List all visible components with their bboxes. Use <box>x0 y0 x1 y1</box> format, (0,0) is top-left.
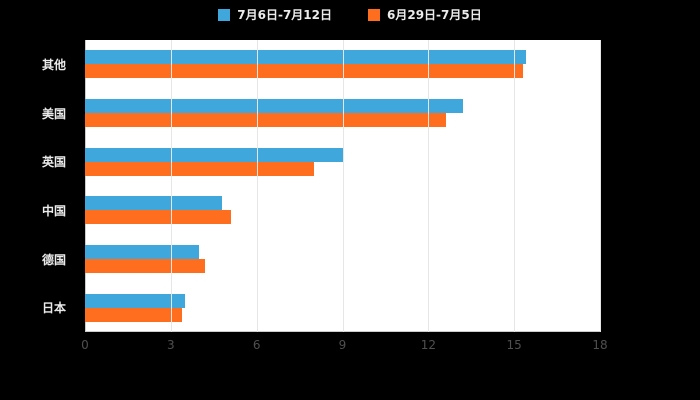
x-tick-label: 9 <box>338 338 347 352</box>
category-label: 美国 <box>42 106 67 121</box>
x-tick-label: 15 <box>506 338 522 352</box>
category-label: 日本 <box>42 301 67 316</box>
bar-group <box>85 283 600 332</box>
gridline <box>514 40 516 332</box>
bar-group <box>85 89 600 138</box>
bar-group <box>85 186 600 235</box>
bar[interactable] <box>85 293 186 308</box>
bar[interactable] <box>85 64 523 79</box>
x-tick-label: 0 <box>81 338 89 352</box>
chart-legend: 7月6日-7月12日 6月29日-7月5日 <box>0 6 700 23</box>
x-tick-label: 6 <box>252 338 261 352</box>
legend-swatch-blue-icon <box>218 8 231 21</box>
bar[interactable] <box>85 50 526 65</box>
category-axis: 其他美国英国中国德国日本 <box>0 40 84 332</box>
legend-item-week2[interactable]: 6月29日-7月5日 <box>368 6 482 23</box>
legend-label-week2: 6月29日-7月5日 <box>387 8 482 22</box>
category-label: 英国 <box>42 155 67 170</box>
legend-swatch-orange-icon <box>368 8 380 21</box>
gridline <box>256 40 258 332</box>
x-axis: 0 3 6 9 12 15 18 <box>81 338 607 354</box>
legend-label-week1: 7月6日-7月12日 <box>237 8 332 22</box>
x-tick-label: 12 <box>420 338 436 352</box>
plot-area <box>85 40 601 332</box>
bar[interactable] <box>85 307 183 322</box>
bar-group <box>85 40 600 89</box>
y-axis-line <box>85 40 86 332</box>
x-tick-label: 3 <box>167 338 175 352</box>
legend-item-week1[interactable]: 7月6日-7月12日 <box>218 6 332 23</box>
bar-rows <box>85 40 600 332</box>
category-label: 德国 <box>42 252 67 267</box>
gridline <box>170 40 172 332</box>
gridline <box>428 40 430 332</box>
gridline <box>342 40 344 332</box>
bar[interactable] <box>85 245 200 260</box>
category-label: 中国 <box>42 203 67 218</box>
bar[interactable] <box>85 113 446 127</box>
bar[interactable] <box>85 147 343 162</box>
x-tick-label: 18 <box>592 338 608 352</box>
bar[interactable] <box>85 99 463 113</box>
category-label: 其他 <box>42 57 67 72</box>
bar[interactable] <box>85 196 223 211</box>
bar[interactable] <box>85 259 206 274</box>
bar[interactable] <box>85 210 231 225</box>
bar[interactable] <box>85 161 314 176</box>
gridline <box>600 40 601 332</box>
